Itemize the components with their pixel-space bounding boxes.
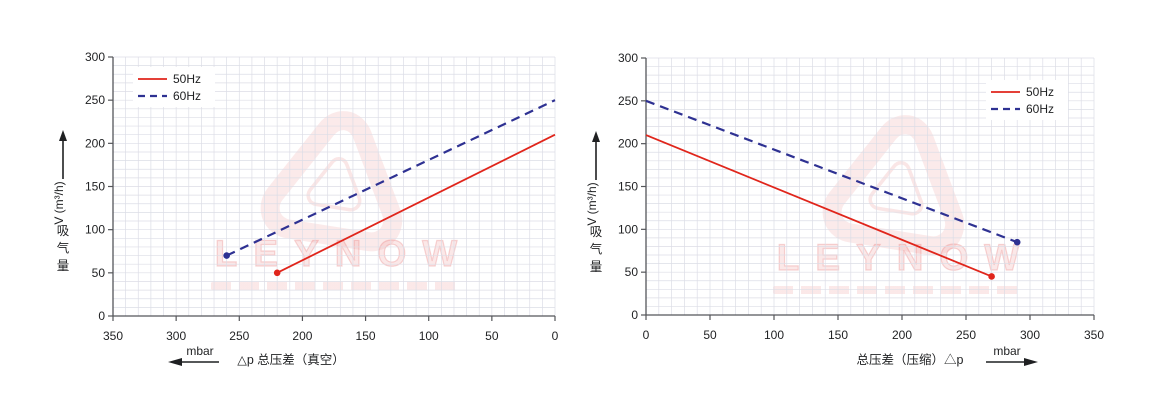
compression-curve-panel: LEYNOW 0 50 100 150 200 250 300 0 50 100 150 200 250…	[580, 0, 1160, 420]
svg-text:200: 200	[618, 137, 638, 151]
svg-text:V (m³/h): V (m³/h)	[52, 181, 66, 224]
svg-text:100: 100	[85, 223, 105, 237]
svg-text:0: 0	[98, 309, 105, 323]
svg-text:60Hz: 60Hz	[173, 89, 201, 103]
svg-text:350: 350	[103, 329, 123, 343]
svg-text:50: 50	[92, 266, 106, 280]
svg-text:气: 气	[57, 241, 70, 256]
svg-text:吸: 吸	[57, 224, 70, 238]
svg-text:150: 150	[618, 180, 638, 194]
svg-text:200: 200	[85, 136, 105, 150]
svg-text:0: 0	[631, 308, 638, 322]
svg-text:总压差（压缩）△p: 总压差（压缩）△p	[857, 352, 964, 367]
svg-text:量: 量	[57, 259, 70, 273]
compression-chart-plot: 0 50 100 150 200 250 300 0 50 100 150 200 250 300 350 5…	[585, 51, 1104, 367]
svg-text:150: 150	[828, 328, 848, 342]
svg-text:60Hz: 60Hz	[1026, 102, 1054, 116]
svg-text:200: 200	[892, 328, 912, 342]
svg-text:量: 量	[590, 260, 603, 274]
svg-text:吸: 吸	[590, 225, 603, 239]
svg-text:100: 100	[764, 328, 784, 342]
svg-text:0: 0	[643, 328, 650, 342]
svg-text:气: 气	[590, 242, 603, 257]
svg-text:△p 总压差（真空）: △p 总压差（真空）	[237, 353, 345, 367]
svg-text:mbar: mbar	[186, 344, 213, 358]
svg-text:100: 100	[618, 222, 638, 236]
svg-text:0: 0	[552, 329, 559, 343]
svg-text:300: 300	[1020, 328, 1040, 342]
svg-text:50: 50	[485, 329, 499, 343]
svg-text:300: 300	[618, 51, 638, 65]
svg-text:250: 250	[618, 94, 638, 108]
svg-text:250: 250	[229, 329, 249, 343]
svg-text:200: 200	[292, 329, 312, 343]
svg-text:300: 300	[166, 329, 186, 343]
svg-text:50: 50	[703, 328, 717, 342]
svg-text:150: 150	[85, 180, 105, 194]
vacuum-curve-panel: LEYNOW 0 50 100 150 200 250 300 350 300 250 200 150…	[52, 50, 559, 367]
svg-text:mbar: mbar	[993, 344, 1020, 358]
svg-text:300: 300	[85, 50, 105, 64]
svg-text:350: 350	[1084, 328, 1104, 342]
svg-text:250: 250	[956, 328, 976, 342]
svg-text:V (m³/h): V (m³/h)	[585, 182, 599, 225]
svg-text:250: 250	[85, 93, 105, 107]
svg-text:50: 50	[625, 265, 639, 279]
svg-text:50Hz: 50Hz	[1026, 85, 1054, 99]
svg-text:150: 150	[356, 329, 376, 343]
vacuum-chart-plot: 0 50 100 150 200 250 300 350 300 250 200 150 100 50 0 5…	[52, 50, 559, 367]
svg-text:100: 100	[419, 329, 439, 343]
svg-text:50Hz: 50Hz	[173, 72, 201, 86]
